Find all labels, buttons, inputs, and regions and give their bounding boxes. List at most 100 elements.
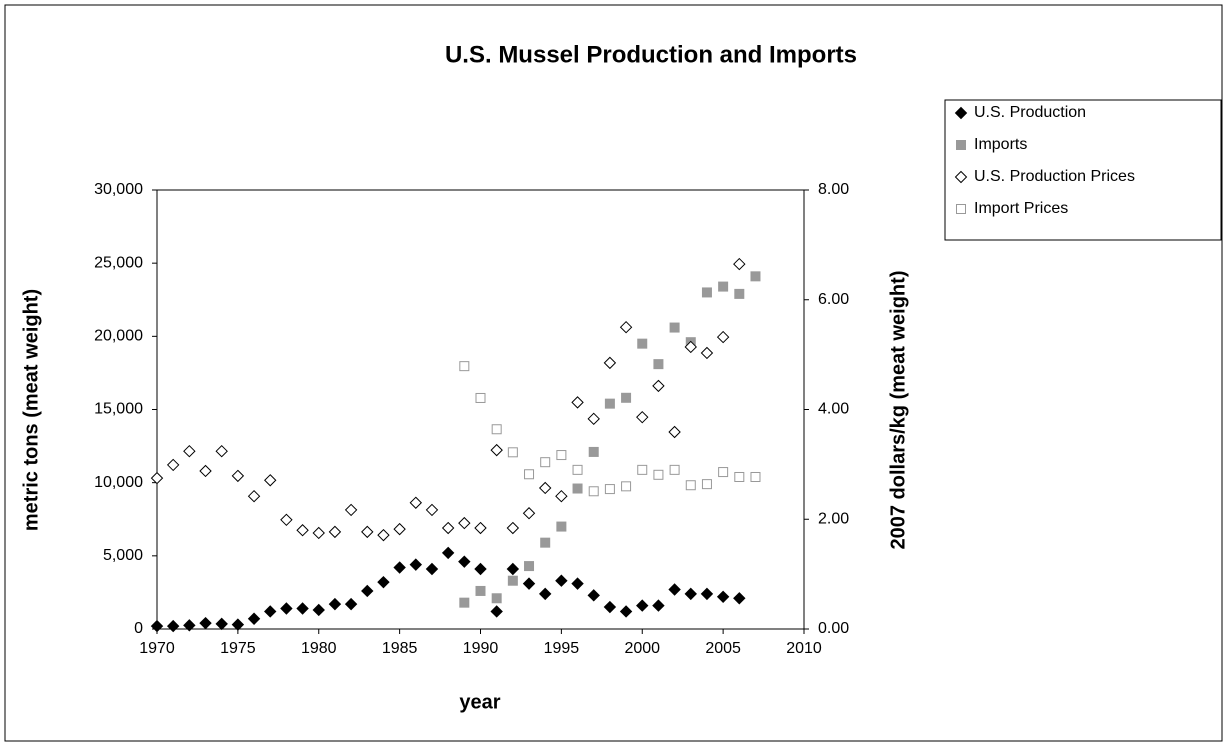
data-point [701,287,712,298]
legend-label: U.S. Production Prices [974,168,1135,185]
y2-tick-label: 2.00 [818,510,849,527]
y-tick-label: 0 [134,620,143,637]
data-point [280,513,293,527]
data-point [540,457,551,468]
data-point [150,471,164,485]
data-point [587,412,600,426]
legend-box [944,99,1222,241]
data-point [280,602,293,615]
data-point [621,481,632,492]
y2-tick-label: 0.00 [818,620,849,637]
data-point [344,503,358,517]
data-point [621,392,632,403]
data-point [538,481,552,495]
data-point [312,603,325,617]
data-point [231,469,245,483]
data-point [637,464,648,475]
data-point [750,471,761,482]
chart-title: U.S. Mussel Production and Imports [445,41,857,68]
data-point [377,575,390,589]
data-point [166,619,180,633]
data-point [344,597,358,611]
data-point [459,597,470,608]
data-point [538,587,552,601]
x-tick-label: 2010 [786,640,822,657]
data-point [490,443,503,457]
data-point [491,424,502,435]
data-point [166,458,180,472]
data-point [668,425,681,439]
data-point [733,592,746,605]
y-tick-label: 15,000 [94,401,143,418]
x-tick-label: 1970 [139,640,175,657]
data-point [458,555,471,568]
data-point [474,521,487,535]
data-point [507,575,518,586]
data-point [653,359,664,370]
x-tick-label: 2000 [624,640,660,657]
data-point [458,516,471,530]
data-point [409,558,423,571]
data-point [684,340,697,354]
y-tick-label: 20,000 [94,328,143,345]
y-tick-label: 30,000 [94,181,143,198]
data-point [716,330,730,344]
data-point [247,489,261,503]
data-point [328,597,342,611]
y2-tick-label: 8.00 [818,181,849,198]
data-point [328,525,342,539]
data-point [637,338,648,349]
data-point [522,577,536,590]
data-point [183,444,196,458]
legend-label: U.S. Production [974,104,1086,121]
data-point [475,392,486,403]
data-point [264,605,277,618]
data-point [459,361,470,372]
data-point [296,602,309,615]
data-point [490,605,503,618]
data-point [701,479,712,490]
x-tick-label: 2005 [705,640,741,657]
data-point [685,480,696,491]
data-point [524,469,535,480]
data-point [572,464,583,475]
data-point [393,561,406,574]
data-point [377,528,390,542]
y-tick-label: 5,000 [103,547,143,564]
data-point [603,356,617,370]
x-axis-title: year [459,691,500,713]
data-point [684,587,697,601]
legend-label: Import Prices [974,200,1068,217]
data-point [555,489,568,503]
x-tick-label: 1990 [463,640,499,657]
data-point [312,526,325,540]
data-point [734,471,745,482]
x-tick-label: 1995 [544,640,580,657]
data-point [733,257,746,271]
data-point [425,562,439,576]
data-point [475,585,486,596]
data-point [507,447,518,458]
data-point [652,599,665,612]
data-point [296,524,309,537]
legend-marker [956,204,966,214]
data-point [718,467,729,478]
data-point [636,410,649,424]
data-point [540,537,551,548]
data-point [215,617,228,631]
data-point [361,525,374,539]
y2-tick-label: 6.00 [818,291,849,308]
data-point [619,605,633,618]
data-point [199,464,212,478]
data-point [506,521,520,535]
data-point [716,590,730,604]
data-point [604,484,615,495]
y2-tick-label: 4.00 [818,401,849,418]
y2-axis-title: 2007 dollars/kg (meat weight) [887,271,909,550]
data-point [587,589,600,602]
x-tick-label: 1975 [220,640,256,657]
data-point [409,496,423,509]
data-point [603,600,617,614]
y-tick-label: 25,000 [94,254,143,271]
